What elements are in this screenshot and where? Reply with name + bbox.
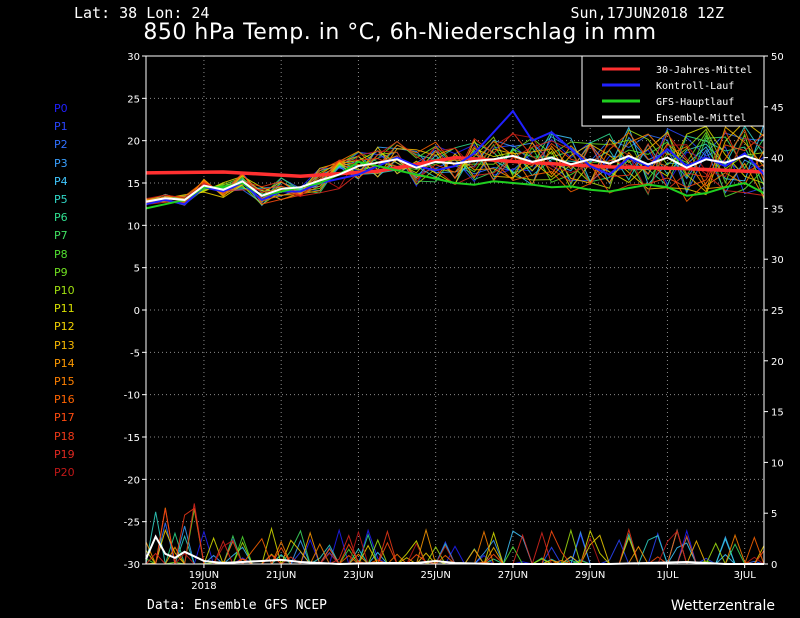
member-label-p1: P1 [54,120,68,134]
series-line-ensemble-mittel [145,154,765,203]
run-datetime: Sun,17JUN2018 12Z [570,4,724,22]
y-right-tick-label: 35 [771,204,784,215]
member-label-p3: P3 [54,156,68,170]
x-tick-label: 23JUN [343,570,373,581]
member-label-p5: P5 [54,193,68,206]
y-left-tick-label: -20 [124,475,140,486]
series-line-30-jahres-mittel [145,155,765,178]
y-right-tick-label: 40 [771,154,784,165]
y-right-tick-label: 50 [771,52,784,63]
chart-title: 850 hPa Temp. in °C, 6h-Niederschlag in … [143,20,657,45]
y-right-tick-label: 45 [771,103,784,114]
y-left-tick-label: -30 [124,560,140,571]
brand-label: Wetterzentrale [670,598,775,614]
member-label-p4: P4 [54,174,68,188]
y-right-tick-label: 20 [771,357,784,368]
member-label-p2: P2 [54,138,68,152]
y-left-tick-label: 20 [127,137,140,148]
series-line-kontroll-lauf [145,109,765,206]
location-coordinates: Lat: 38 Lon: 24 [74,4,210,22]
x-tick-label: 21JUN [266,570,296,581]
x-tick-sublabel: 2018 [191,581,216,592]
y-right-tick-label: 0 [771,560,777,571]
y-right-tick-label: 15 [771,408,784,419]
chart-legend: 30-Jahres-Mittel Kontroll-Lauf GFS-Hauptla… [581,55,765,127]
y-right-tick-label: 10 [771,458,784,469]
member-label-p18: P18 [54,429,75,443]
member-label-p9: P9 [54,265,68,279]
member-label-p7: P7 [54,229,68,243]
member-label-p6: P6 [54,211,68,225]
member-label-p12: P12 [54,320,75,334]
legend-label: Ensemble-Mittel [656,113,746,124]
y-right-tick-label: 5 [771,509,777,520]
y-left-tick-label: 0 [134,306,140,317]
y-right-tick-label: 25 [771,306,784,317]
member-label-p20: P20 [54,466,75,479]
member-line-p18 [145,129,765,204]
y-left-tick-label: 25 [127,94,140,105]
member-label-p17: P17 [54,411,75,425]
legend-label: GFS-Hauptlauf [656,97,734,108]
member-line-p15 [145,133,765,201]
y-left-tick-label: -25 [124,518,140,529]
member-label-p16: P16 [54,393,75,407]
y-right-tick-label: 30 [771,255,784,266]
member-label-p19: P19 [54,447,75,461]
x-tick-label: 27JUN [498,570,528,581]
legend-label: 30-Jahres-Mittel [656,65,752,76]
x-tick-label: 3JUL [734,570,757,581]
y-left-tick-label: -15 [124,433,140,444]
y-left-tick-label: -10 [124,391,140,402]
x-tick-label: 1JUL [656,570,679,581]
y-left-tick-label: 10 [127,221,140,232]
member-label-p13: P13 [54,338,75,352]
x-tick-label: 29JUN [575,570,605,581]
y-left-tick-label: 5 [134,264,140,275]
member-label-p14: P14 [54,356,75,370]
y-left-tick-label: -5 [130,348,140,359]
member-label-p10: P10 [54,284,75,297]
legend-label: Kontroll-Lauf [656,81,734,92]
chart-grid [146,56,764,564]
member-line-p12 [145,120,765,204]
member-label-p8: P8 [54,247,68,261]
main-series-lines [145,109,765,566]
member-line-p20 [145,133,765,200]
y-left-tick-label: 15 [127,179,140,190]
y-left-tick-label: 30 [127,52,140,63]
x-tick-label: 19JUN [189,570,219,581]
x-tick-label: 25JUN [420,570,450,581]
member-label-p11: P11 [54,302,75,316]
data-source: Data: Ensemble GFS NCEP [147,598,328,613]
member-label-p0: P0 [54,102,68,115]
member-label-p15: P15 [54,375,75,388]
